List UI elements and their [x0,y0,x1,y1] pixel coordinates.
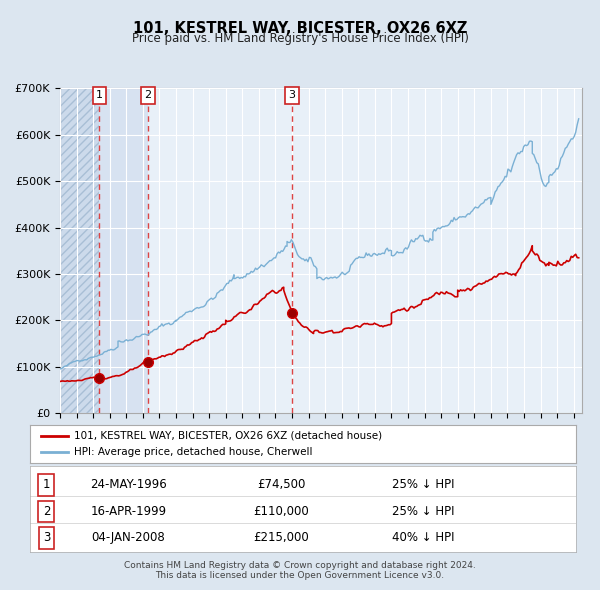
Text: 04-JAN-2008: 04-JAN-2008 [91,532,165,545]
Text: 1: 1 [96,90,103,100]
Text: 1: 1 [43,478,50,491]
Text: 3: 3 [289,90,296,100]
Text: 40% ↓ HPI: 40% ↓ HPI [392,532,454,545]
Text: 101, KESTREL WAY, BICESTER, OX26 6XZ: 101, KESTREL WAY, BICESTER, OX26 6XZ [133,21,467,35]
Text: 101, KESTREL WAY, BICESTER, OX26 6XZ (detached house): 101, KESTREL WAY, BICESTER, OX26 6XZ (de… [74,431,382,441]
Text: HPI: Average price, detached house, Cherwell: HPI: Average price, detached house, Cher… [74,447,312,457]
Text: 2: 2 [144,90,151,100]
Text: 25% ↓ HPI: 25% ↓ HPI [392,478,454,491]
Text: Contains HM Land Registry data © Crown copyright and database right 2024.: Contains HM Land Registry data © Crown c… [124,560,476,569]
Text: £74,500: £74,500 [257,478,305,491]
Text: 2: 2 [43,505,50,518]
Text: 16-APR-1999: 16-APR-1999 [90,505,166,518]
Text: This data is licensed under the Open Government Licence v3.0.: This data is licensed under the Open Gov… [155,571,445,579]
Text: £110,000: £110,000 [253,505,309,518]
Text: 25% ↓ HPI: 25% ↓ HPI [392,505,454,518]
Text: Price paid vs. HM Land Registry's House Price Index (HPI): Price paid vs. HM Land Registry's House … [131,32,469,45]
Text: £215,000: £215,000 [253,532,309,545]
Text: 3: 3 [43,532,50,545]
Text: 24-MAY-1996: 24-MAY-1996 [90,478,167,491]
Bar [100,88,148,413]
Bar [60,88,100,413]
